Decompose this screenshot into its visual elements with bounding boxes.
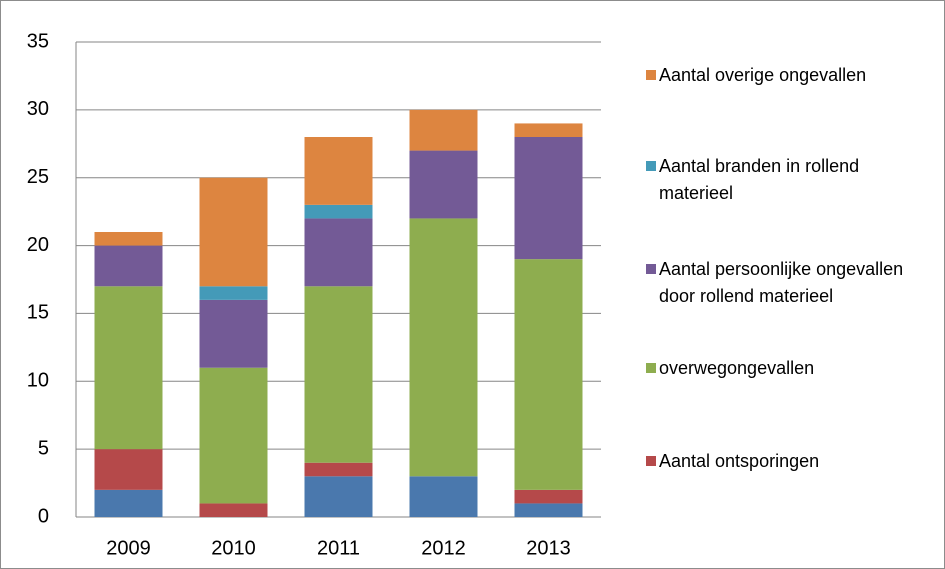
bar-segment: [304, 137, 373, 205]
bar-segment: [304, 286, 373, 463]
legend-swatch: [646, 363, 656, 373]
x-tick-label: 2012: [421, 537, 466, 559]
bar-segment: [304, 462, 373, 477]
bar-segment: [94, 449, 163, 490]
bar-segment: [514, 503, 583, 517]
bar-segment: [94, 232, 163, 246]
x-tick-label: 2009: [106, 537, 151, 559]
bar-segment: [409, 476, 478, 517]
legend-swatch: [646, 456, 656, 466]
y-tick-label: 10: [27, 370, 49, 392]
legend-label: Aantal ontsporingen: [659, 450, 820, 471]
legend-label: overwegongevallen: [659, 357, 815, 378]
bar-segment: [199, 367, 268, 504]
legend-swatch: [646, 161, 656, 171]
bar-segment: [199, 299, 268, 368]
bar-segment: [409, 109, 478, 151]
bar-segment: [199, 286, 268, 300]
y-tick-label: 0: [38, 505, 49, 527]
bar-segment: [199, 177, 268, 287]
bar-segment: [304, 204, 373, 219]
legend-label: Aantal branden in rollend materieel: [659, 155, 860, 203]
bar-segment: [94, 245, 163, 287]
y-tick-label: 20: [27, 234, 49, 256]
bar-segment: [304, 476, 373, 517]
y-tick-label: 35: [27, 30, 49, 52]
bar-segment: [514, 123, 583, 137]
y-tick-label: 5: [38, 437, 49, 459]
bar-segment: [514, 259, 583, 490]
bar-segment: [409, 218, 478, 477]
bar-segment: [94, 286, 163, 450]
bar-segment: [514, 489, 583, 504]
legend-swatch: [646, 264, 656, 274]
legend-label: Aantal persoonlijke ongevallen door roll…: [659, 258, 904, 306]
y-tick-label: 30: [27, 98, 49, 120]
x-tick-label: 2013: [526, 537, 571, 559]
legend-label: Aantal overige ongevallen: [659, 64, 867, 85]
bar-segment: [409, 150, 478, 219]
x-tick-label: 2010: [211, 537, 256, 559]
bar-segment: [94, 489, 163, 517]
bar-segment: [304, 218, 373, 287]
bar-segment: [514, 137, 583, 260]
x-tick-label: 2011: [317, 537, 360, 559]
legend-swatch: [646, 70, 656, 80]
y-tick-label: 15: [27, 302, 49, 324]
y-tick-label: 25: [27, 166, 49, 188]
bar-segment: [199, 503, 268, 517]
